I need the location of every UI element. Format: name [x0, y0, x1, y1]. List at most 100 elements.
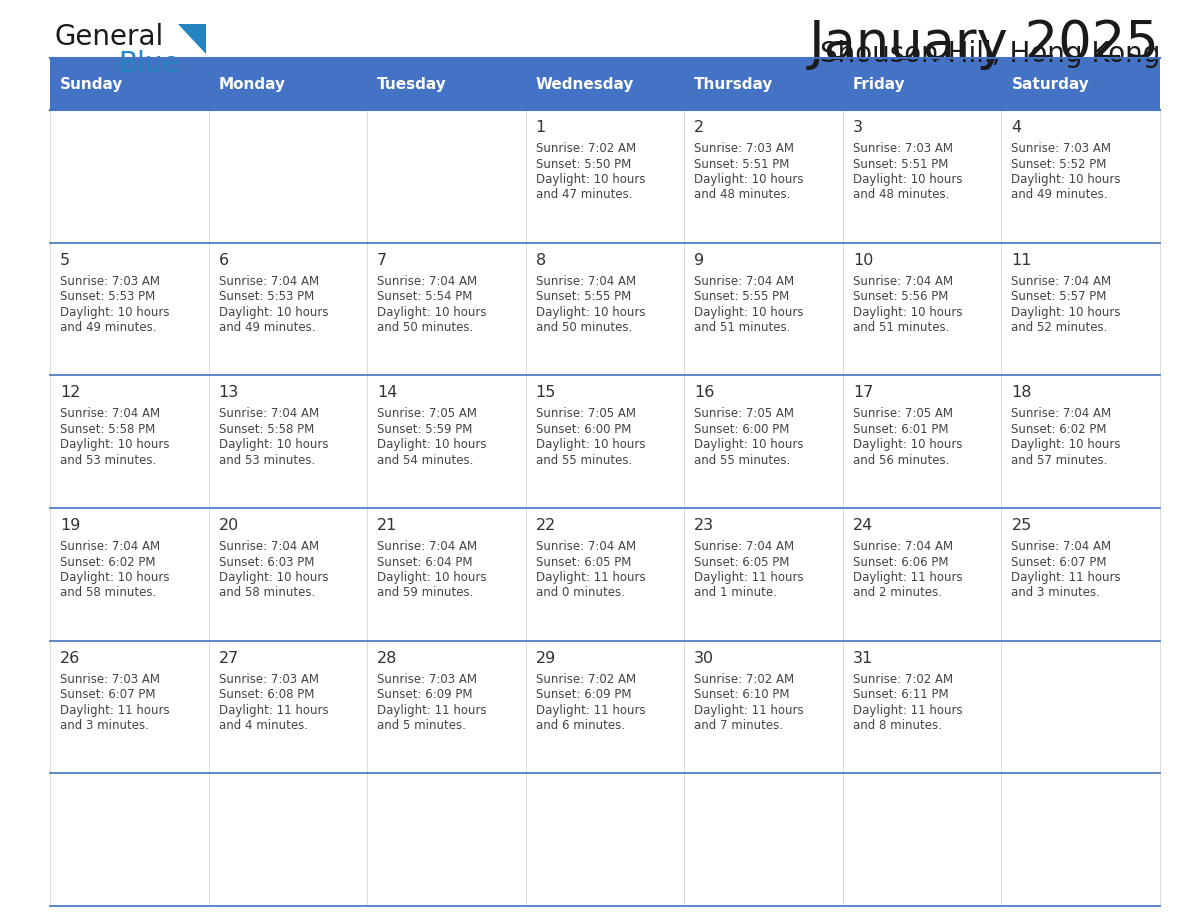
Text: Sunrise: 7:04 AM: Sunrise: 7:04 AM: [377, 540, 478, 553]
Text: 25: 25: [1011, 518, 1031, 533]
Text: 9: 9: [694, 252, 704, 268]
Text: Daylight: 10 hours: Daylight: 10 hours: [853, 438, 962, 452]
Text: Daylight: 10 hours: Daylight: 10 hours: [694, 438, 804, 452]
Text: Daylight: 11 hours: Daylight: 11 hours: [694, 704, 804, 717]
Text: Sunset: 5:59 PM: Sunset: 5:59 PM: [377, 423, 473, 436]
Text: Sunset: 6:02 PM: Sunset: 6:02 PM: [1011, 423, 1107, 436]
Text: Sunrise: 7:04 AM: Sunrise: 7:04 AM: [377, 274, 478, 287]
Text: Sunrise: 7:02 AM: Sunrise: 7:02 AM: [536, 142, 636, 155]
Text: 2: 2: [694, 120, 704, 135]
Text: Sunset: 6:07 PM: Sunset: 6:07 PM: [61, 688, 156, 701]
Text: 30: 30: [694, 651, 714, 666]
Text: Sunrise: 7:04 AM: Sunrise: 7:04 AM: [536, 540, 636, 553]
Text: Daylight: 10 hours: Daylight: 10 hours: [377, 306, 487, 319]
Text: 18: 18: [1011, 386, 1032, 400]
Text: 5: 5: [61, 252, 70, 268]
Text: 3: 3: [853, 120, 862, 135]
Text: 6: 6: [219, 252, 229, 268]
Text: 16: 16: [694, 386, 715, 400]
Text: and 48 minutes.: and 48 minutes.: [694, 188, 791, 201]
Text: Sunrise: 7:04 AM: Sunrise: 7:04 AM: [853, 274, 953, 287]
Text: Sunset: 5:55 PM: Sunset: 5:55 PM: [536, 290, 631, 303]
Text: 19: 19: [61, 518, 81, 533]
Text: 10: 10: [853, 252, 873, 268]
Text: Sunset: 5:51 PM: Sunset: 5:51 PM: [694, 158, 790, 171]
Text: 24: 24: [853, 518, 873, 533]
Text: General: General: [55, 23, 164, 51]
Text: Sunset: 5:57 PM: Sunset: 5:57 PM: [1011, 290, 1107, 303]
Text: 21: 21: [377, 518, 398, 533]
Text: Daylight: 10 hours: Daylight: 10 hours: [536, 438, 645, 452]
Text: 29: 29: [536, 651, 556, 666]
Text: Sunrise: 7:02 AM: Sunrise: 7:02 AM: [536, 673, 636, 686]
Text: Sunset: 6:06 PM: Sunset: 6:06 PM: [853, 555, 948, 568]
Text: and 49 minutes.: and 49 minutes.: [219, 321, 315, 334]
Text: Sunset: 5:50 PM: Sunset: 5:50 PM: [536, 158, 631, 171]
Text: Sunrise: 7:03 AM: Sunrise: 7:03 AM: [61, 274, 160, 287]
Text: Daylight: 11 hours: Daylight: 11 hours: [536, 571, 645, 584]
Text: Daylight: 11 hours: Daylight: 11 hours: [536, 704, 645, 717]
Text: and 49 minutes.: and 49 minutes.: [61, 321, 157, 334]
Text: and 56 minutes.: and 56 minutes.: [853, 453, 949, 467]
Text: Sunset: 5:54 PM: Sunset: 5:54 PM: [377, 290, 473, 303]
Text: Daylight: 11 hours: Daylight: 11 hours: [61, 704, 170, 717]
Text: Daylight: 10 hours: Daylight: 10 hours: [694, 306, 804, 319]
Text: Sunrise: 7:04 AM: Sunrise: 7:04 AM: [1011, 540, 1112, 553]
Text: Daylight: 11 hours: Daylight: 11 hours: [219, 704, 328, 717]
Text: 11: 11: [1011, 252, 1032, 268]
Text: Sunrise: 7:02 AM: Sunrise: 7:02 AM: [694, 673, 795, 686]
Text: and 51 minutes.: and 51 minutes.: [853, 321, 949, 334]
Text: January 2025: January 2025: [809, 18, 1159, 70]
Text: and 53 minutes.: and 53 minutes.: [219, 453, 315, 467]
Text: Daylight: 10 hours: Daylight: 10 hours: [219, 438, 328, 452]
Text: Sunset: 6:01 PM: Sunset: 6:01 PM: [853, 423, 948, 436]
Text: and 47 minutes.: and 47 minutes.: [536, 188, 632, 201]
Text: 4: 4: [1011, 120, 1022, 135]
Text: Sunset: 5:58 PM: Sunset: 5:58 PM: [219, 423, 314, 436]
Text: Sunrise: 7:04 AM: Sunrise: 7:04 AM: [219, 540, 318, 553]
Text: Daylight: 10 hours: Daylight: 10 hours: [853, 306, 962, 319]
Text: and 51 minutes.: and 51 minutes.: [694, 321, 791, 334]
Text: and 52 minutes.: and 52 minutes.: [1011, 321, 1107, 334]
Text: Friday: Friday: [853, 76, 905, 92]
Text: Daylight: 10 hours: Daylight: 10 hours: [219, 306, 328, 319]
Text: Shouson Hill, Hong Kong: Shouson Hill, Hong Kong: [820, 40, 1159, 68]
Text: and 48 minutes.: and 48 minutes.: [853, 188, 949, 201]
Text: and 6 minutes.: and 6 minutes.: [536, 719, 625, 733]
Text: Sunset: 6:05 PM: Sunset: 6:05 PM: [536, 555, 631, 568]
Text: Sunset: 5:55 PM: Sunset: 5:55 PM: [694, 290, 790, 303]
Text: Sunset: 5:58 PM: Sunset: 5:58 PM: [61, 423, 156, 436]
Text: 17: 17: [853, 386, 873, 400]
Text: Daylight: 11 hours: Daylight: 11 hours: [853, 571, 962, 584]
Text: 23: 23: [694, 518, 714, 533]
Text: Sunset: 6:02 PM: Sunset: 6:02 PM: [61, 555, 156, 568]
Text: Sunset: 5:56 PM: Sunset: 5:56 PM: [853, 290, 948, 303]
Polygon shape: [178, 24, 206, 54]
Bar: [50, 58, 1159, 110]
Text: Sunrise: 7:04 AM: Sunrise: 7:04 AM: [536, 274, 636, 287]
Text: and 0 minutes.: and 0 minutes.: [536, 587, 625, 599]
Text: Sunset: 6:08 PM: Sunset: 6:08 PM: [219, 688, 314, 701]
Text: Sunset: 6:00 PM: Sunset: 6:00 PM: [694, 423, 790, 436]
Text: and 4 minutes.: and 4 minutes.: [219, 719, 308, 733]
Text: Sunset: 6:09 PM: Sunset: 6:09 PM: [536, 688, 631, 701]
Text: 31: 31: [853, 651, 873, 666]
Text: and 59 minutes.: and 59 minutes.: [377, 587, 474, 599]
Text: and 58 minutes.: and 58 minutes.: [219, 587, 315, 599]
Text: 20: 20: [219, 518, 239, 533]
Text: Sunrise: 7:03 AM: Sunrise: 7:03 AM: [377, 673, 478, 686]
Text: Sunset: 5:53 PM: Sunset: 5:53 PM: [219, 290, 314, 303]
Text: Daylight: 10 hours: Daylight: 10 hours: [61, 571, 170, 584]
Text: Monday: Monday: [219, 76, 285, 92]
Text: Daylight: 10 hours: Daylight: 10 hours: [694, 173, 804, 186]
Text: Sunset: 6:11 PM: Sunset: 6:11 PM: [853, 688, 948, 701]
Text: and 2 minutes.: and 2 minutes.: [853, 587, 942, 599]
Text: Tuesday: Tuesday: [377, 76, 447, 92]
Text: and 49 minutes.: and 49 minutes.: [1011, 188, 1108, 201]
Text: and 50 minutes.: and 50 minutes.: [536, 321, 632, 334]
Text: and 3 minutes.: and 3 minutes.: [61, 719, 148, 733]
Text: Daylight: 10 hours: Daylight: 10 hours: [377, 571, 487, 584]
Text: Daylight: 11 hours: Daylight: 11 hours: [1011, 571, 1121, 584]
Text: and 5 minutes.: and 5 minutes.: [377, 719, 466, 733]
Text: Sunrise: 7:04 AM: Sunrise: 7:04 AM: [694, 540, 795, 553]
